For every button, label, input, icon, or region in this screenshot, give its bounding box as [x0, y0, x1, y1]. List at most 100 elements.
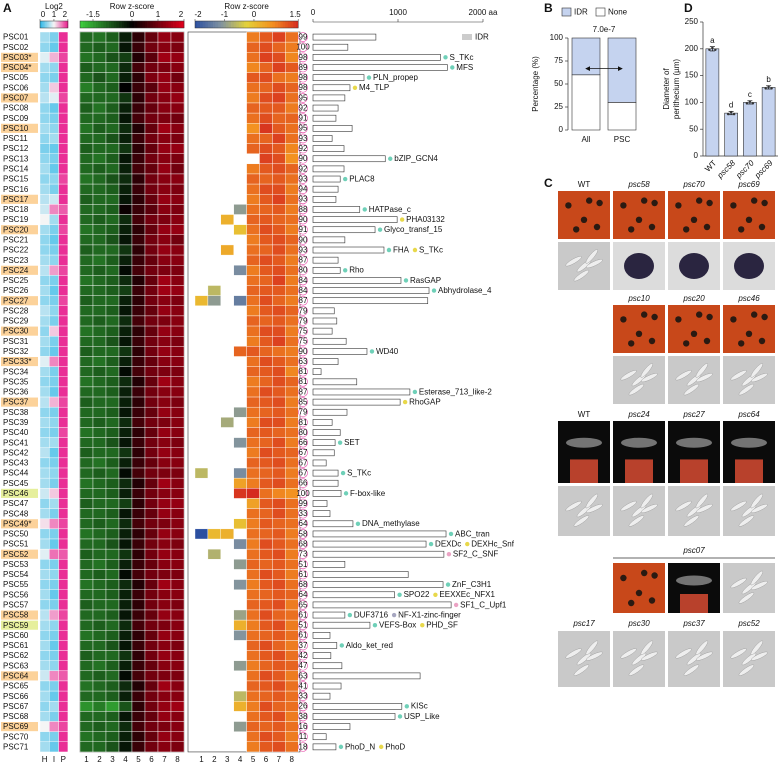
heatmap-cell [49, 336, 59, 347]
heatmap-cell [246, 92, 260, 104]
colorbar-step [181, 21, 185, 28]
heatmap-cell [39, 437, 50, 448]
heatmap-cell [272, 498, 286, 509]
domain-dot [403, 278, 409, 283]
protein-length-bar [312, 378, 358, 386]
protein-length-bar [312, 337, 347, 345]
heatmap-cell [246, 52, 260, 63]
row-label: PSC35 [3, 377, 29, 386]
percent-circle [298, 559, 308, 570]
percent-value: 51 [299, 621, 308, 630]
heatmap-cell [49, 356, 59, 367]
row-label: PSC59 [3, 621, 29, 630]
heatmap-cell [259, 265, 273, 276]
culture [680, 459, 708, 483]
ascospore [585, 249, 599, 264]
heatmap-cell [39, 589, 50, 601]
heatmap-cell [246, 285, 260, 296]
heatmap-cell [79, 488, 94, 499]
photo [723, 305, 775, 353]
heatmap-cell [285, 609, 299, 621]
heatmap-cell [285, 82, 299, 94]
percent-circle [298, 366, 308, 377]
domain-dot [355, 521, 361, 526]
heatmap-cell [259, 173, 273, 185]
colorbar-step [269, 21, 273, 28]
heatmap-cell [157, 660, 172, 672]
heatmap-cell [49, 183, 59, 195]
percent-value: 11 [299, 732, 308, 741]
heatmap-cell [157, 31, 172, 43]
percent-value: 64 [299, 590, 308, 599]
heatmap-cell [58, 214, 69, 225]
heatmap-cell [92, 427, 107, 438]
colorbar-step [53, 21, 55, 28]
heatmap-cell [157, 711, 172, 722]
percent-circle [298, 579, 308, 590]
heatmap-cell [157, 396, 172, 408]
heatmap-cell [131, 650, 146, 661]
colorbar-step [40, 21, 41, 28]
heatmap-cell [131, 153, 146, 165]
heatmap-cell [170, 406, 185, 418]
heatmap-cell [79, 315, 94, 327]
heatmap-cell [92, 640, 107, 651]
heatmap-cell [157, 701, 172, 712]
heatmap-cell [144, 31, 159, 43]
heatmap-cell [118, 579, 133, 590]
row-label: PSC28 [3, 306, 29, 315]
heatmap-cell [157, 488, 172, 499]
row-label: PSC02 [3, 43, 29, 52]
heatmap-cell [233, 467, 247, 479]
percent-circle [298, 265, 308, 276]
heatmap-cell [92, 325, 107, 337]
protein-length-bar [312, 591, 395, 599]
heatmap-cell [246, 396, 260, 408]
heatmap-cell [131, 31, 146, 43]
heatmap-cell [49, 731, 59, 742]
heatmap-cell [285, 204, 299, 215]
heatmap-cell [233, 204, 247, 215]
heatmap-cell [285, 376, 299, 388]
perithecium [696, 197, 703, 204]
heatmap-cell [157, 346, 172, 357]
heatmap-cell [39, 325, 50, 337]
heatmap-cell [131, 346, 146, 357]
heatmap-cell [118, 224, 133, 236]
heatmap-cell [58, 92, 69, 104]
heatmap-cell [92, 356, 107, 367]
heatmap-cell [272, 72, 286, 83]
heatmap-cell [49, 396, 59, 408]
heatmap-cell [58, 325, 69, 337]
heatmap-cell [233, 518, 247, 530]
heatmap-cell [246, 163, 260, 175]
percent-value: 93 [299, 245, 308, 254]
heatmap-cell [105, 599, 120, 611]
protein-length-bar [312, 540, 427, 548]
heatmap-cell [246, 62, 260, 73]
perithecium [738, 340, 745, 347]
heatmap-cell [246, 589, 260, 601]
ascospore [750, 373, 768, 383]
column-label: 5 [136, 755, 141, 764]
heatmap-cell [105, 589, 120, 601]
domain-dot [433, 592, 438, 597]
protein-length-bar [312, 469, 339, 477]
row-label: PSC64 [3, 671, 29, 680]
heatmap-cell [79, 305, 94, 317]
perithecium [651, 199, 658, 207]
heatmap-cell [272, 356, 286, 367]
colorbar-title: Row z-score [110, 2, 155, 11]
heatmap-cell [79, 336, 94, 347]
heatmap-cell [92, 406, 107, 418]
protein-length-bar [312, 145, 345, 152]
y-tick-label: 0 [694, 151, 699, 160]
domain-label: DEXHc_Snf [471, 539, 514, 548]
domain-label: ZnF_C3H1 [452, 580, 492, 589]
heatmap-cell [285, 285, 299, 296]
colorbar-step [202, 21, 206, 28]
perithecium [651, 572, 658, 579]
heatmap-cell [92, 183, 107, 195]
colorbar-step [44, 21, 46, 28]
protein-length-bar [312, 743, 337, 751]
